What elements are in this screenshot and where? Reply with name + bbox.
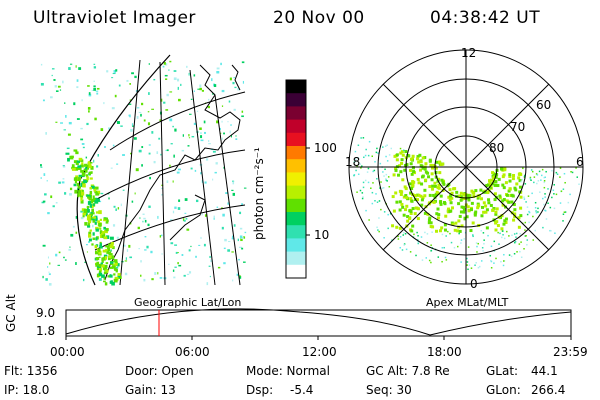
colorbar-swatch bbox=[286, 159, 306, 173]
polar-mlt-0: 0 bbox=[470, 277, 478, 291]
info-glon-label: GLon: bbox=[486, 383, 521, 397]
polar-lat-70: 70 bbox=[510, 120, 526, 134]
polar-caption: Apex MLat/MLT bbox=[426, 296, 509, 309]
info-flt: Flt: 1356 bbox=[4, 364, 58, 378]
timeline-xtick-4: 23:59 bbox=[553, 345, 588, 359]
polar-mlt-18: 18 bbox=[345, 155, 361, 169]
colorbar-swatch bbox=[286, 172, 306, 187]
polar-mlt-12: 12 bbox=[461, 46, 477, 60]
polar-plot bbox=[348, 49, 584, 285]
colorbar-swatch bbox=[286, 212, 306, 226]
colorbar-swatch bbox=[286, 93, 306, 107]
time-label: 04:38:42 UT bbox=[430, 8, 541, 28]
timeline-ytick-top: 9.0 bbox=[36, 306, 56, 320]
colorbar-swatch bbox=[286, 119, 306, 134]
colorbar-swatch bbox=[286, 185, 306, 200]
polar-mlt-6: 6 bbox=[576, 155, 584, 169]
date-label: 20 Nov 00 bbox=[273, 8, 365, 28]
colorbar-swatch bbox=[286, 251, 306, 266]
colorbar-swatch bbox=[286, 80, 306, 94]
info-glon-value: 266.4 bbox=[531, 383, 566, 397]
timeline-ytick-bottom: 1.8 bbox=[36, 324, 56, 338]
timeline-xtick-0: 00:00 bbox=[50, 345, 85, 359]
colorbar-swatch bbox=[286, 106, 306, 121]
info-glat-label: GLat: bbox=[486, 364, 519, 378]
geographic-map bbox=[40, 54, 247, 286]
timeline-xtick-2: 12:00 bbox=[302, 345, 337, 359]
geo-caption: Geographic Lat/Lon bbox=[134, 296, 242, 309]
colorbar-swatch bbox=[286, 225, 306, 239]
info-gain: Gain: 13 bbox=[125, 383, 176, 397]
aurora-band bbox=[65, 149, 122, 286]
timeline-ylabel: GC Alt bbox=[4, 294, 18, 332]
colorbar-swatch bbox=[286, 198, 306, 213]
colorbar bbox=[285, 79, 310, 279]
colorbar-swatch bbox=[286, 146, 306, 160]
info-dsp-value: -5.4 bbox=[290, 383, 314, 397]
info-mode: Mode: Normal bbox=[246, 364, 330, 378]
colorbar-tick-100: 100 bbox=[314, 141, 337, 155]
colorbar-swatch bbox=[286, 238, 306, 253]
polar-lat-80: 80 bbox=[489, 141, 505, 155]
colorbar-swatch bbox=[286, 132, 306, 147]
colorbar-tick-10: 10 bbox=[314, 228, 330, 242]
timeline-xtick-3: 18:00 bbox=[427, 345, 462, 359]
info-gc-alt: GC Alt: 7.8 Re bbox=[366, 364, 450, 378]
info-door: Door: Open bbox=[125, 364, 194, 378]
info-ip: IP: 18.0 bbox=[4, 383, 50, 397]
map-speckles bbox=[40, 60, 247, 286]
timeline-xtick-1: 06:00 bbox=[175, 345, 210, 359]
colorbar-unit-label: photon cm⁻²s⁻¹ bbox=[252, 147, 266, 240]
info-seq: Seq: 30 bbox=[366, 383, 412, 397]
polar-lat-60: 60 bbox=[536, 98, 552, 112]
timeline-plot bbox=[65, 308, 572, 340]
info-dsp-label: Dsp: bbox=[246, 383, 274, 397]
info-glat-value: 44.1 bbox=[531, 364, 558, 378]
colorbar-swatch bbox=[286, 264, 306, 279]
instrument-title: Ultraviolet Imager bbox=[33, 8, 196, 28]
